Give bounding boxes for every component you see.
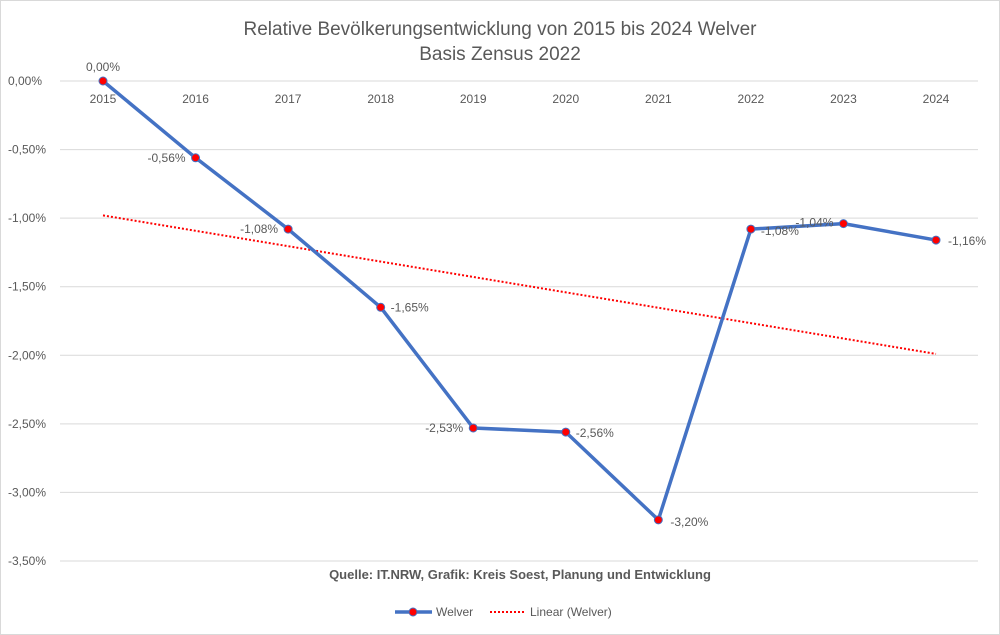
y-tick-label: -1,00% bbox=[8, 211, 46, 225]
data-label: 0,00% bbox=[86, 60, 120, 74]
y-tick-label: -1,50% bbox=[8, 280, 46, 294]
legend-welver-marker bbox=[408, 607, 418, 617]
data-label: -1,08% bbox=[761, 224, 799, 238]
data-label: -2,56% bbox=[576, 426, 614, 440]
legend-trend-label: Linear (Welver) bbox=[530, 605, 612, 619]
data-point bbox=[838, 219, 848, 229]
data-point bbox=[653, 515, 663, 525]
data-label: -0,56% bbox=[148, 151, 186, 165]
x-tick-label: 2023 bbox=[830, 92, 857, 106]
data-label: -1,16% bbox=[948, 234, 986, 248]
data-point bbox=[561, 427, 571, 437]
legend-welver-label: Welver bbox=[436, 605, 473, 619]
series-line-welver bbox=[101, 79, 937, 522]
x-tick-label: 2016 bbox=[182, 92, 209, 106]
y-tick-label: -3,00% bbox=[8, 485, 46, 499]
source-note: Quelle: IT.NRW, Grafik: Kreis Soest, Pla… bbox=[329, 567, 711, 582]
legend: Welver Linear (Welver) bbox=[395, 605, 612, 619]
x-tick-label: 2015 bbox=[90, 92, 117, 106]
x-tick-label: 2022 bbox=[738, 92, 765, 106]
data-point bbox=[931, 235, 941, 245]
x-tick-label: 2020 bbox=[552, 92, 579, 106]
data-point bbox=[191, 153, 201, 163]
x-tick-label: 2019 bbox=[460, 92, 487, 106]
y-tick-label: -2,00% bbox=[8, 348, 46, 362]
chart-subtitle: Basis Zensus 2022 bbox=[419, 44, 581, 65]
data-point bbox=[98, 76, 108, 86]
chart-title: Relative Bevölkerungsentwicklung von 201… bbox=[244, 19, 758, 40]
y-tick-label: 0,00% bbox=[8, 74, 42, 88]
data-label: -1,08% bbox=[240, 222, 278, 236]
x-tick-label: 2017 bbox=[275, 92, 302, 106]
data-point bbox=[468, 423, 478, 433]
data-label: -2,53% bbox=[425, 421, 463, 435]
data-label: -3,20% bbox=[670, 515, 708, 529]
data-point bbox=[376, 302, 386, 312]
y-tick-label: -0,50% bbox=[8, 143, 46, 157]
data-point bbox=[283, 224, 293, 234]
x-tick-label: 2021 bbox=[645, 92, 672, 106]
data-label: -1,65% bbox=[391, 300, 429, 314]
data-point bbox=[746, 224, 756, 234]
y-tick-label: -2,50% bbox=[8, 417, 46, 431]
data-label: -1,04% bbox=[795, 216, 833, 230]
x-tick-label: 2024 bbox=[923, 92, 950, 106]
y-tick-label: -3,50% bbox=[8, 554, 46, 568]
x-tick-label: 2018 bbox=[367, 92, 394, 106]
trendline bbox=[102, 214, 937, 355]
